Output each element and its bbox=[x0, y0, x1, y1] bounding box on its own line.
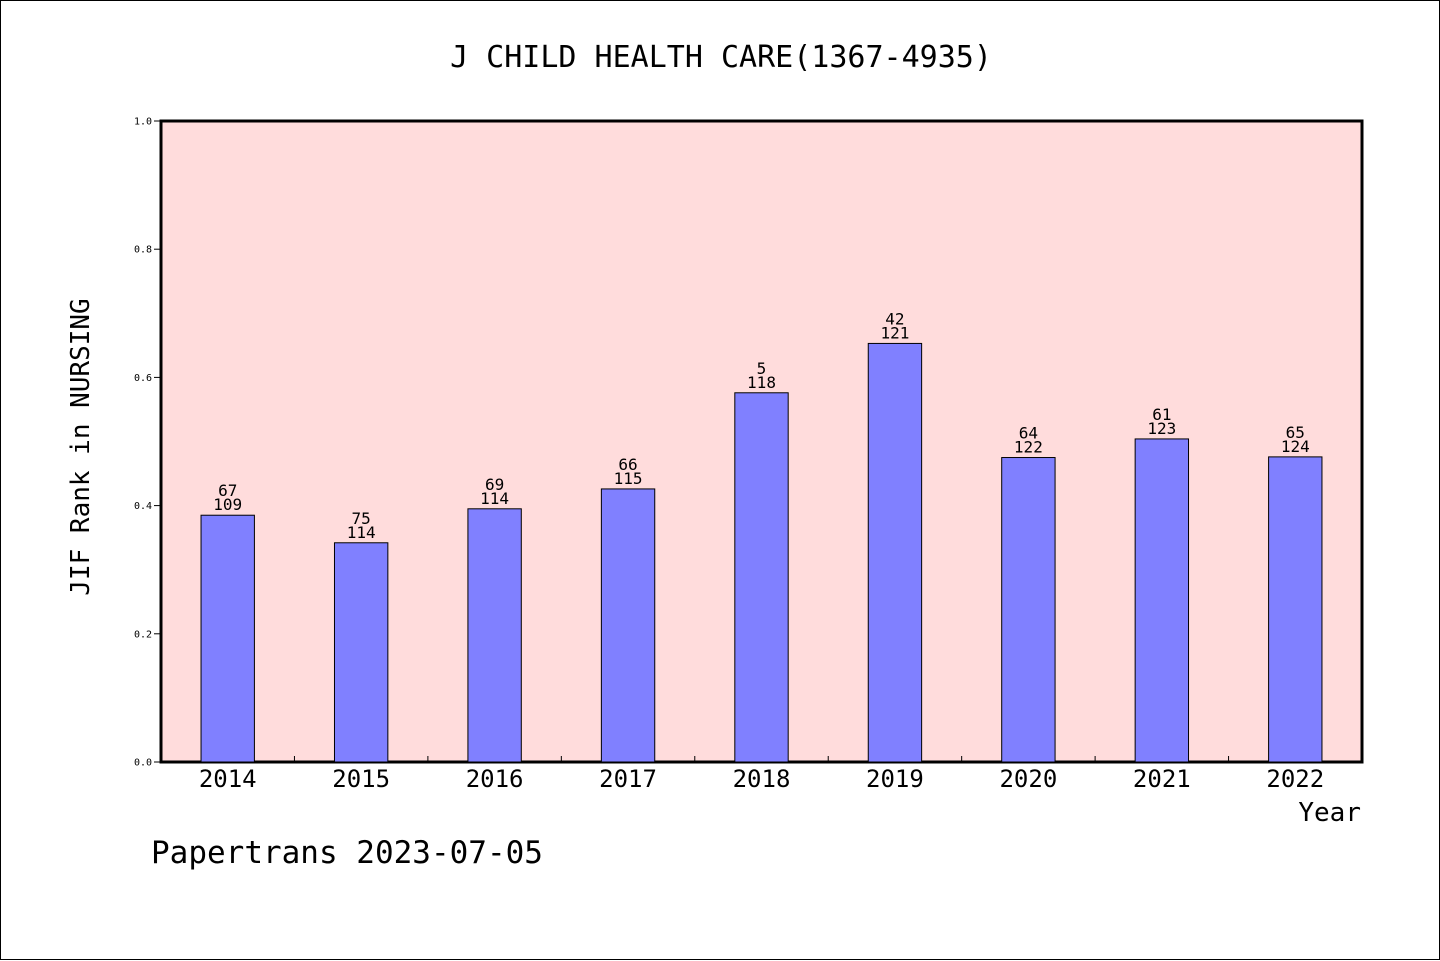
x-ticks-group: 2014 2015 2016 2017 2018 2019 2020 2021 2022 bbox=[199, 756, 1324, 793]
footer-text: Papertrans 2023-07-05 bbox=[151, 835, 543, 871]
bar-label-bottom-2018: 118 bbox=[747, 373, 776, 392]
x-tick-label-2015: 2015 bbox=[332, 765, 390, 793]
y-ticks-group: 0.0 0.2 0.4 0.6 0.8 1.0 bbox=[134, 117, 161, 769]
bar-label-bottom-2020: 122 bbox=[1014, 438, 1043, 457]
bar-2022 bbox=[1268, 456, 1323, 763]
bar-2017 bbox=[600, 488, 656, 763]
y-axis-label: JIF Rank in NURSING bbox=[66, 298, 96, 595]
chart-title: J CHILD HEALTH CARE(1367-4935) bbox=[450, 40, 992, 75]
bar-label-bottom-2019: 121 bbox=[880, 323, 909, 342]
bar-2018 bbox=[734, 392, 789, 763]
y-tick-label-0.6: 0.6 bbox=[134, 373, 152, 384]
x-axis-label: Year bbox=[1298, 798, 1361, 828]
bar-label-bottom-2021: 123 bbox=[1147, 419, 1176, 438]
bar-2021 bbox=[1134, 438, 1190, 763]
bar-label-top-2019: 42 bbox=[885, 309, 904, 328]
y-tick-label-0.0: 0.0 bbox=[134, 758, 152, 769]
x-tick-label-2017: 2017 bbox=[599, 765, 657, 793]
y-tick-label-0.2: 0.2 bbox=[134, 629, 152, 640]
x-tick-label-2019: 2019 bbox=[866, 765, 924, 793]
bar-label-top-2021: 61 bbox=[1152, 405, 1171, 424]
bar-2020 bbox=[1001, 457, 1056, 763]
x-tick-label-2021: 2021 bbox=[1133, 765, 1191, 793]
bar-label-top-2015: 75 bbox=[352, 509, 371, 528]
y-tick-label-1.0: 1.0 bbox=[134, 117, 152, 128]
bar-label-top-2016: 69 bbox=[485, 475, 504, 494]
bar-2014 bbox=[200, 514, 255, 763]
bar-label-bottom-2017: 115 bbox=[614, 469, 643, 488]
x-tick-label-2022: 2022 bbox=[1266, 765, 1324, 793]
bar-label-bottom-2016: 114 bbox=[480, 489, 509, 508]
bar-label-top-2022: 65 bbox=[1286, 423, 1305, 442]
bar-2016 bbox=[467, 508, 522, 763]
x-tick-label-2018: 2018 bbox=[733, 765, 791, 793]
bar-label-top-2020: 64 bbox=[1019, 424, 1038, 443]
y-tick-label-0.4: 0.4 bbox=[134, 501, 152, 512]
y-tick-label-0.8: 0.8 bbox=[134, 245, 152, 256]
bar-label-top-2014: 67 bbox=[218, 481, 237, 500]
bar-label-bottom-2015: 114 bbox=[347, 523, 376, 542]
bar-label-bottom-2014: 109 bbox=[213, 495, 242, 514]
x-tick-label-2020: 2020 bbox=[999, 765, 1057, 793]
bar-2015 bbox=[333, 542, 389, 763]
bar-label-top-2017: 66 bbox=[618, 455, 637, 474]
x-tick-label-2014: 2014 bbox=[199, 765, 257, 793]
bar-2019 bbox=[867, 342, 923, 763]
bar-label-bottom-2022: 124 bbox=[1281, 437, 1310, 456]
bar-label-top-2018: 5 bbox=[757, 359, 767, 378]
x-tick-label-2016: 2016 bbox=[466, 765, 524, 793]
